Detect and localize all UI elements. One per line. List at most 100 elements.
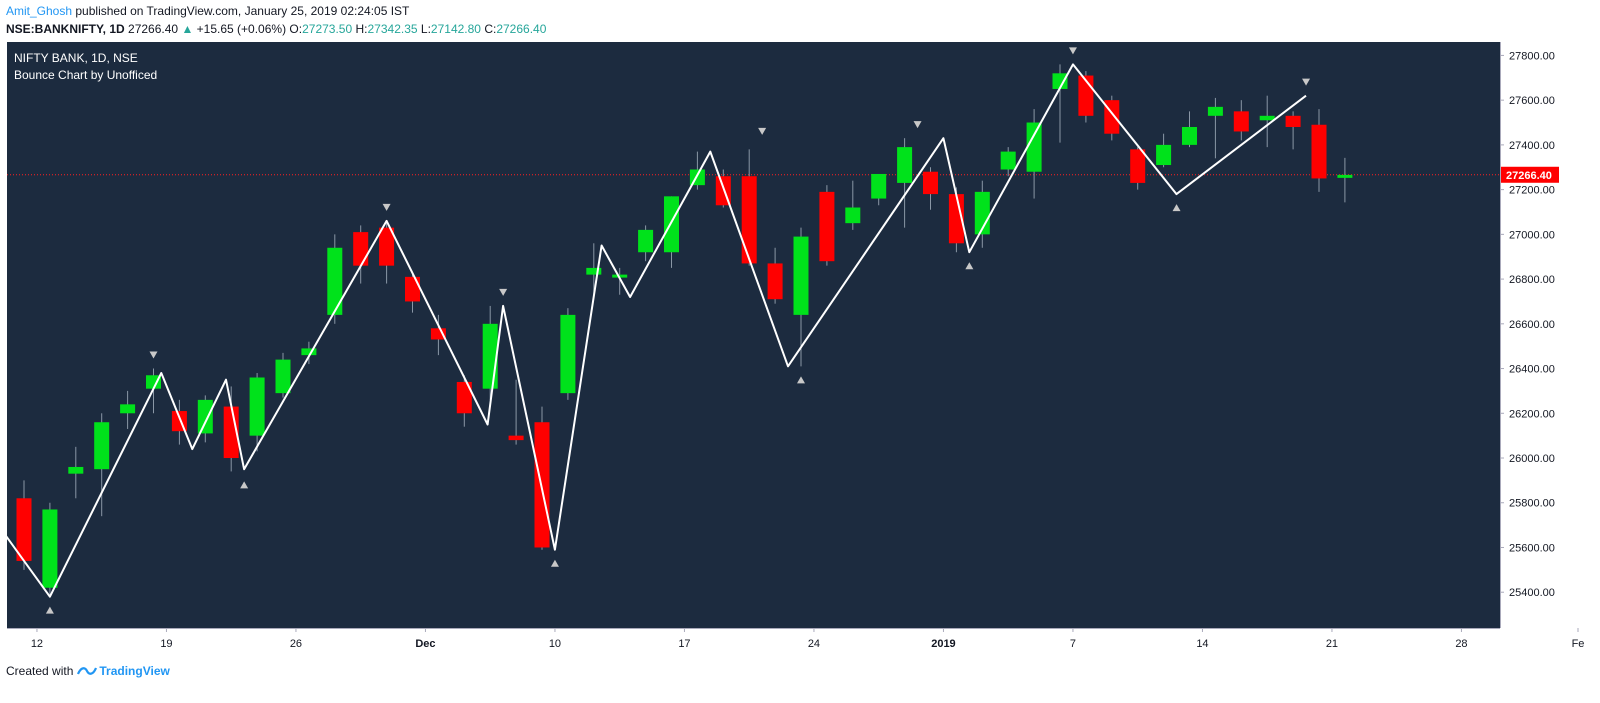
low-label: L: xyxy=(420,22,431,36)
candle-up xyxy=(249,377,265,436)
price-tick-label: 26000.00 xyxy=(1509,453,1555,465)
candle-up xyxy=(1000,151,1016,170)
time-tick-label: 21 xyxy=(1326,638,1338,650)
candle-down xyxy=(923,171,938,195)
high-marker-icon xyxy=(758,127,767,135)
tradingview-brand[interactable]: TradingView xyxy=(77,664,170,678)
legend-title: NIFTY BANK, 1D, NSE xyxy=(14,51,138,65)
candle-down xyxy=(508,435,524,441)
time-tick-label: 26 xyxy=(290,638,302,650)
candle-up xyxy=(42,509,58,588)
candle-up xyxy=(275,359,291,394)
time-tick-label: 2019 xyxy=(931,638,955,650)
high-label: H: xyxy=(355,22,368,36)
candle-up xyxy=(1259,115,1275,121)
candle-up xyxy=(1182,126,1197,145)
low-marker-icon xyxy=(45,606,54,614)
low-marker-icon xyxy=(1172,204,1181,212)
candle-up xyxy=(871,173,887,199)
price-tick-label: 27000.00 xyxy=(1509,229,1555,241)
ohlc-bar: NSE:BANKNIFTY, 1D 27266.40 ▲ +15.65 (+0.… xyxy=(6,22,546,36)
candlestick-chart[interactable]: NIFTY BANK, 1D, NSE Bounce Chart by Unof… xyxy=(0,42,1600,658)
last-price-badge-label: 27266.40 xyxy=(1506,170,1552,182)
publish-info: Amit_Ghosh published on TradingView.com,… xyxy=(6,4,409,18)
candle-down xyxy=(741,176,757,264)
last-price: 27266.40 xyxy=(128,22,179,36)
footer: Created with TradingView xyxy=(6,664,170,678)
last-price-badge xyxy=(1501,166,1559,183)
high-value: 27342.35 xyxy=(367,22,418,36)
time-tick-label: 24 xyxy=(808,638,820,650)
candle-down xyxy=(767,263,783,300)
candle-up xyxy=(664,196,679,253)
candle-down xyxy=(948,194,964,244)
candle-up xyxy=(1052,73,1068,89)
candle-down xyxy=(456,381,472,414)
time-axis-area xyxy=(7,628,1500,658)
price-tick-label: 25600.00 xyxy=(1509,542,1555,554)
candle-up xyxy=(197,399,213,434)
legend-subtitle: Bounce Chart by Unofficed xyxy=(14,68,157,82)
close-label: C: xyxy=(484,22,497,36)
candle-up xyxy=(94,422,110,470)
plot-area xyxy=(7,42,1500,628)
high-marker-icon xyxy=(913,121,922,129)
candle-up xyxy=(560,314,576,394)
high-marker-icon xyxy=(382,203,391,211)
author-link[interactable]: Amit_Ghosh xyxy=(6,4,73,18)
candle-down xyxy=(16,498,32,561)
candle-down xyxy=(1285,115,1301,127)
time-tick-label: 12 xyxy=(31,638,43,650)
open-value: 27273.50 xyxy=(302,22,353,36)
time-tick-label: Fe xyxy=(1572,638,1585,650)
candle-up xyxy=(146,375,161,389)
candle-up xyxy=(793,236,809,315)
candle-down xyxy=(353,232,369,266)
low-value: 27142.80 xyxy=(430,22,481,36)
candle-up xyxy=(586,267,602,275)
candle-up xyxy=(327,247,343,315)
time-tick-label: 28 xyxy=(1455,638,1467,650)
brand-label: TradingView xyxy=(99,664,170,678)
candle-up xyxy=(301,348,317,356)
time-tick-label: 14 xyxy=(1196,638,1208,650)
candle-down xyxy=(430,328,446,340)
up-arrow-icon: ▲ xyxy=(181,22,194,36)
candle-down xyxy=(1233,111,1249,132)
candle-up xyxy=(1337,174,1353,178)
price-axis-area xyxy=(1500,42,1560,658)
price-tick-label: 26400.00 xyxy=(1509,364,1555,376)
low-marker-icon xyxy=(550,559,559,567)
high-marker-icon xyxy=(1068,47,1077,55)
candle-up xyxy=(897,147,913,183)
tradingview-logo-icon xyxy=(77,667,98,675)
candle-up xyxy=(1207,106,1223,116)
price-tick-label: 26800.00 xyxy=(1509,274,1555,286)
candle-down xyxy=(379,227,395,266)
price-tick-label: 27400.00 xyxy=(1509,140,1555,152)
high-marker-icon xyxy=(149,351,158,359)
candle-up xyxy=(845,207,861,224)
symbol-label: NSE:BANKNIFTY, 1D xyxy=(6,22,125,36)
candle-up xyxy=(1156,144,1172,166)
price-tick-label: 25800.00 xyxy=(1509,498,1555,510)
candle-down xyxy=(1311,124,1327,179)
low-marker-icon xyxy=(797,376,805,384)
time-tick-label: 17 xyxy=(678,638,690,650)
published-text: published on TradingView.com, January 25… xyxy=(75,4,410,18)
time-tick-label: 19 xyxy=(160,638,172,650)
price-tick-label: 27200.00 xyxy=(1509,185,1555,197)
candle-up xyxy=(638,229,654,253)
high-marker-icon xyxy=(499,288,508,296)
candle-down xyxy=(819,191,835,262)
candle-up xyxy=(482,323,498,389)
candle-up xyxy=(1026,122,1042,172)
candle-up xyxy=(68,466,84,474)
candle-down xyxy=(405,276,420,302)
low-marker-icon xyxy=(965,262,974,270)
price-tick-label: 26200.00 xyxy=(1509,408,1555,420)
close-value: 27266.40 xyxy=(496,22,547,36)
candle-down xyxy=(1130,149,1146,183)
time-tick-label: Dec xyxy=(415,638,435,650)
low-marker-icon xyxy=(240,481,249,489)
